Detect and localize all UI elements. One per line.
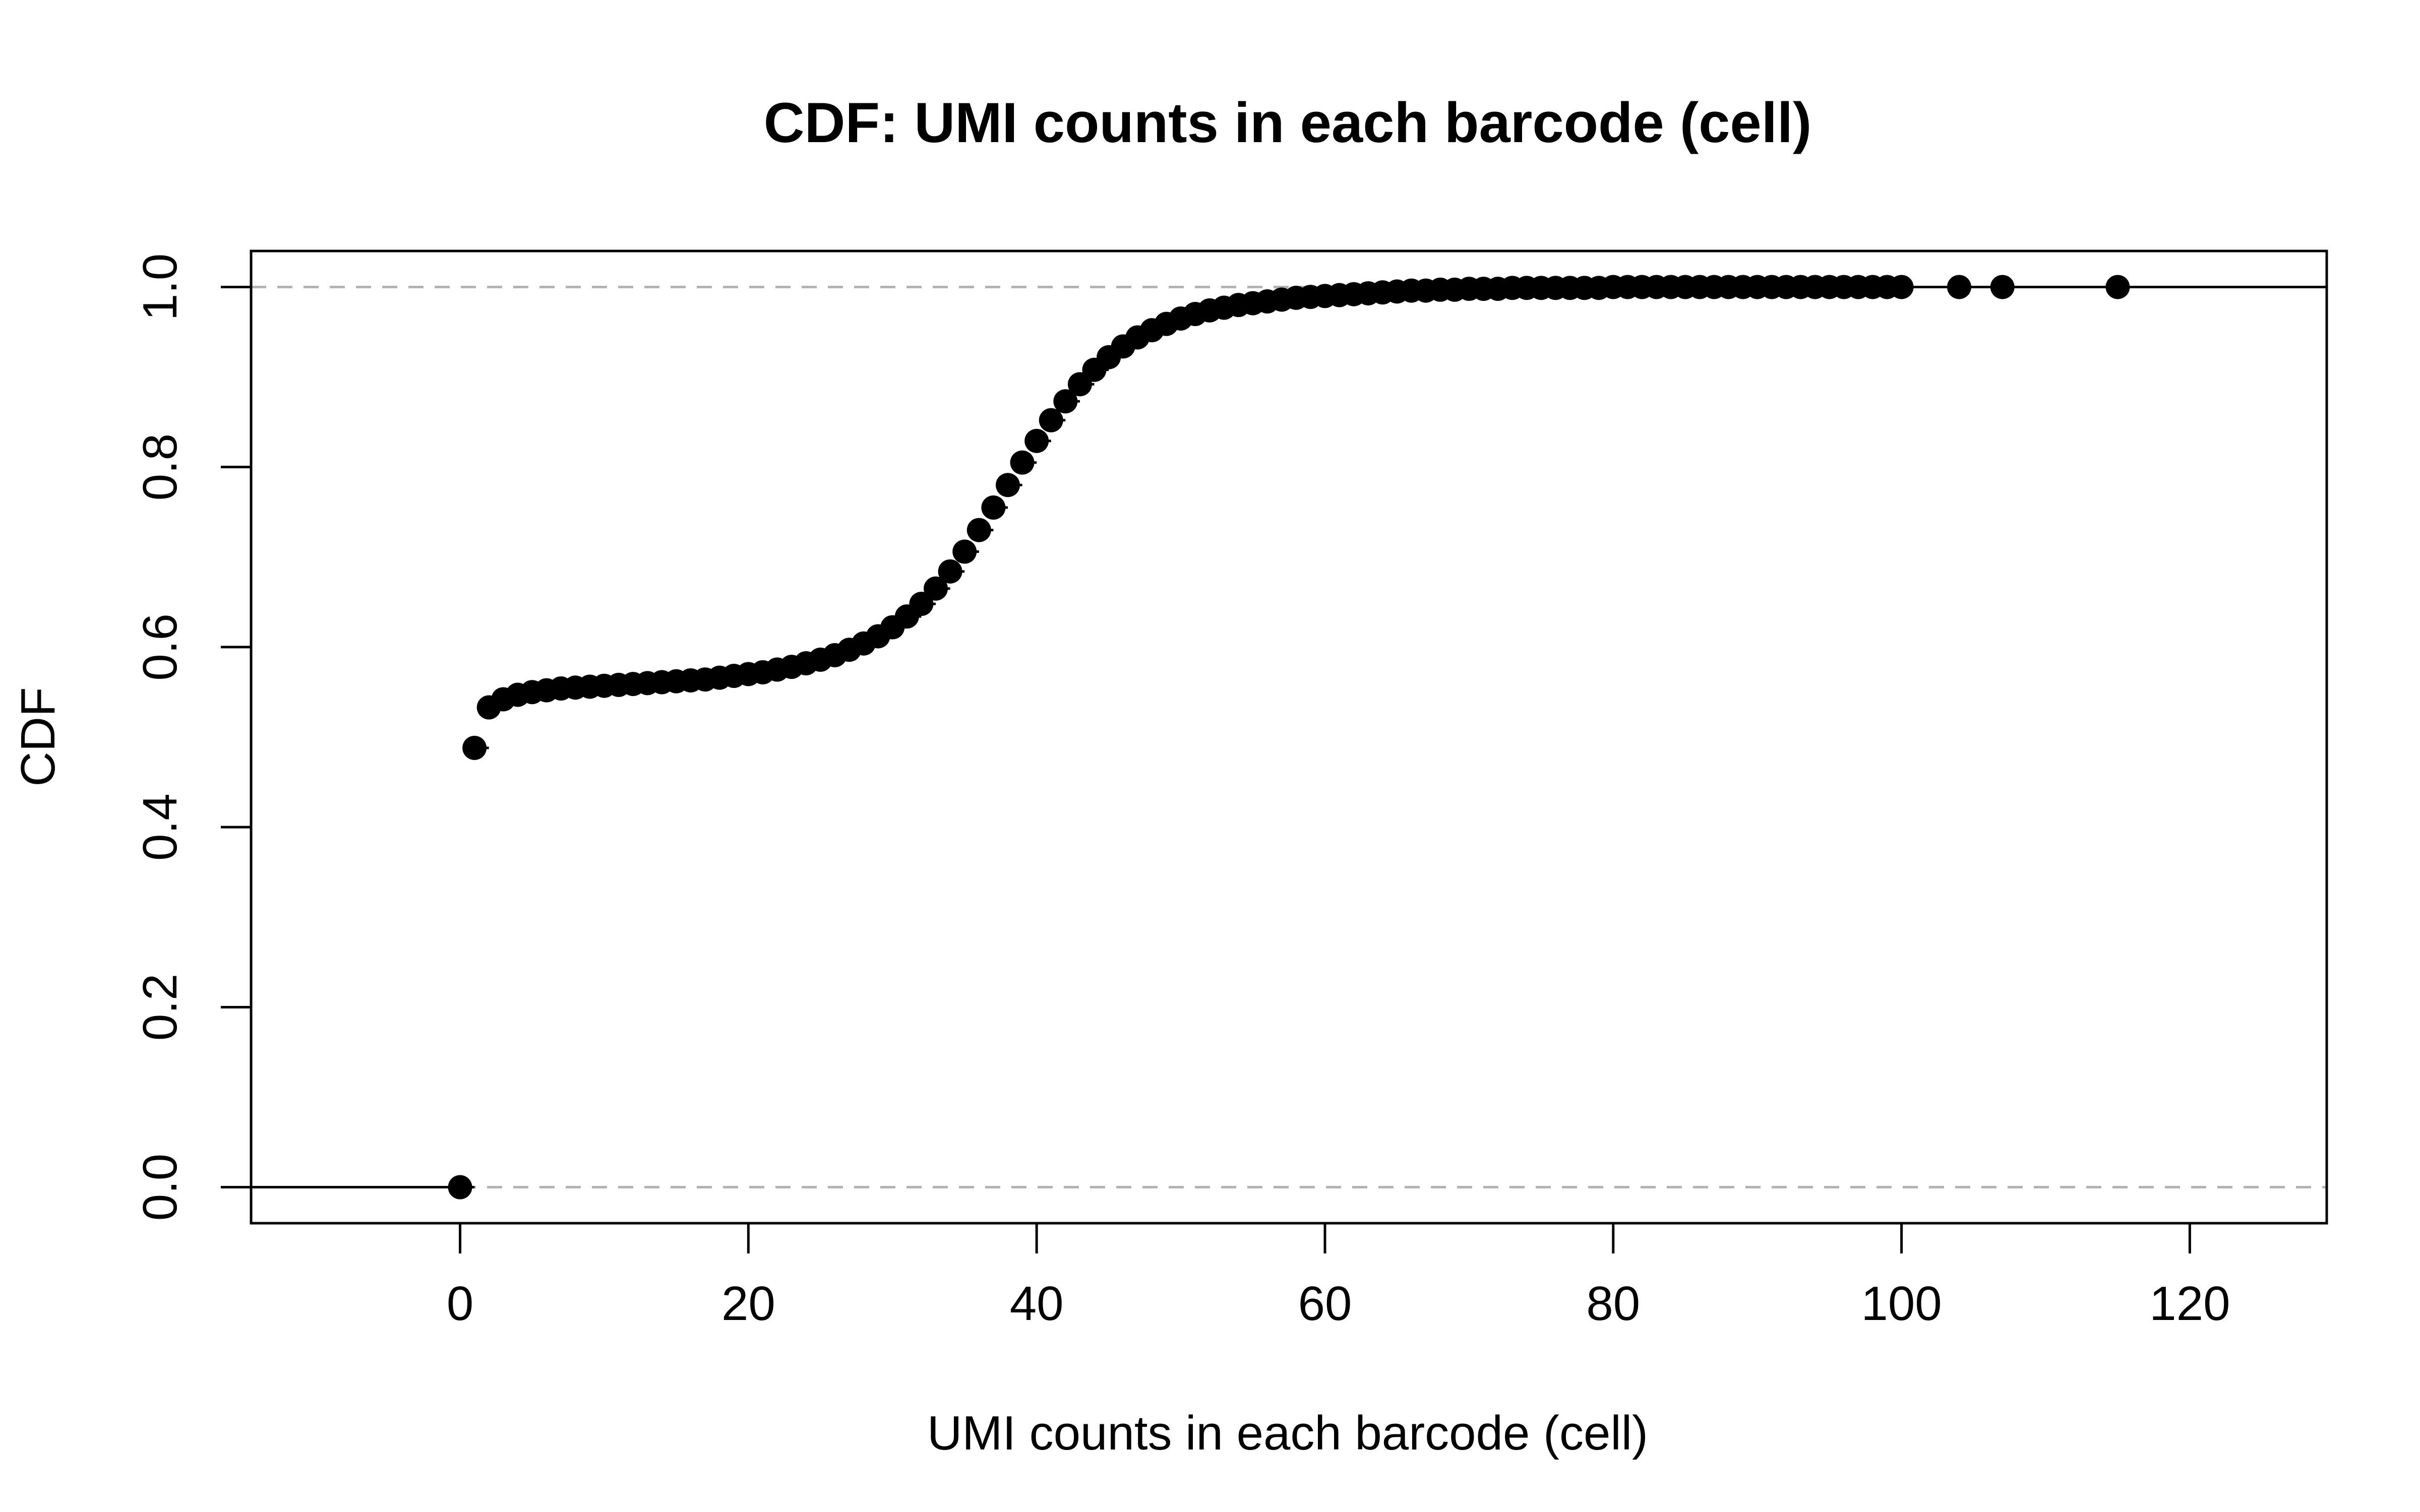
plot-area: 0 20 40 60 80 100 120 0.0 0.2 0.4 0.6 0.8 1.0 [133,249,2328,1331]
data-point [1947,275,1971,299]
x-tick-label: 80 [1586,1277,1640,1331]
data-point [1889,275,1914,299]
x-axis-label: UMI counts in each barcode (cell) [927,1406,1648,1460]
y-axis-label: CDF [11,687,65,786]
data-point [938,559,962,584]
data-point [952,539,977,564]
y-tick-label: 0.8 [133,433,187,500]
data-point [448,1175,472,1200]
x-tick-label: 100 [1861,1277,1942,1331]
x-tick-label: 40 [1010,1277,1064,1331]
y-tick-label: 0.6 [133,613,187,680]
data-point [981,495,1006,520]
data-point [924,576,948,601]
data-point [995,473,1020,497]
x-tick-label: 20 [721,1277,775,1331]
chart-title: CDF: UMI counts in each barcode (cell) [764,91,1812,154]
y-tick-label: 0.4 [133,793,187,860]
data-point [2105,275,2130,299]
x-tick-label: 0 [447,1277,473,1331]
data-point [1990,275,2015,299]
x-tick-label: 120 [2149,1277,2230,1331]
plot-frame [250,249,2328,1225]
data-point [462,735,487,760]
data-point [1024,428,1049,453]
data-point [909,592,934,616]
y-tick-label: 0.0 [133,1154,187,1221]
y-tick-label: 1.0 [133,254,187,321]
x-tick-label: 60 [1298,1277,1352,1331]
data-point [966,518,991,542]
data-point [1039,408,1063,432]
data-point [1010,450,1035,475]
data-point [1053,389,1078,414]
y-tick-label: 0.2 [133,974,187,1041]
